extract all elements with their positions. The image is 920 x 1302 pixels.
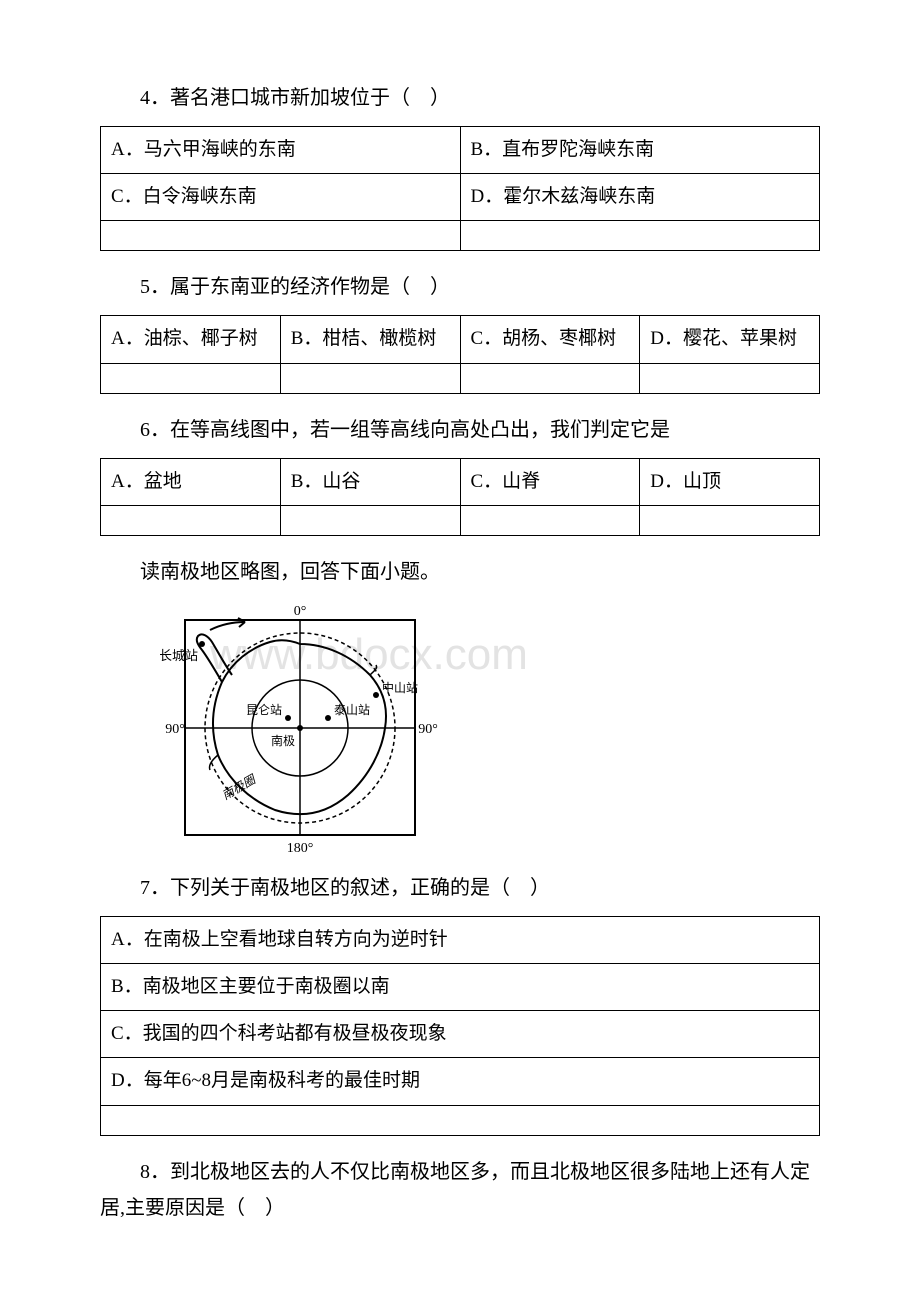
q6-blank-1 [101, 505, 281, 535]
map-label-right: 90° [418, 722, 438, 737]
q6-option-c: C．山脊 [460, 458, 640, 505]
map-label-bottom: 180° [287, 841, 314, 856]
q4-option-a: A．马六甲海峡的东南 [101, 127, 461, 174]
q4-blank-1 [101, 221, 461, 251]
question-6-text: 6．在等高线图中，若一组等高线向高处凸出，我们判定它是 [100, 412, 820, 448]
q7-option-c: C．我国的四个科考站都有极昼极夜现象 [101, 1011, 820, 1058]
map-label-kunlun: 昆仑站 [246, 703, 282, 717]
q5-blank-4 [640, 363, 820, 393]
q5-blank-3 [460, 363, 640, 393]
q7-option-b: B．南极地区主要位于南极圈以南 [101, 963, 820, 1010]
q5-blank-2 [280, 363, 460, 393]
question-5-text: 5．属于东南亚的经济作物是（ ） [100, 269, 820, 305]
q7-blank [101, 1105, 820, 1135]
question-8-text: 8．到北极地区去的人不仅比南极地区多，而且北极地区很多陆地上还有人定居,主要原因… [100, 1154, 820, 1226]
question-4-text: 4．著名港口城市新加坡位于（ ） [100, 80, 820, 116]
q6-blank-4 [640, 505, 820, 535]
q6-option-b: B．山谷 [280, 458, 460, 505]
q6-option-a: A．盆地 [101, 458, 281, 505]
q6-option-d: D．山顶 [640, 458, 820, 505]
map-label-nanji: 南极 [271, 733, 295, 748]
question-6-options-table: A．盆地 B．山谷 C．山脊 D．山顶 [100, 458, 820, 536]
question-5-options-table: A．油棕、椰子树 B．柑桔、橄榄树 C．胡杨、枣椰树 D．樱花、苹果树 [100, 315, 820, 393]
q5-option-d: D．樱花、苹果树 [640, 316, 820, 363]
q5-option-a: A．油棕、椰子树 [101, 316, 281, 363]
question-7-options-table: A．在南极上空看地球自转方向为逆时针 B．南极地区主要位于南极圈以南 C．我国的… [100, 916, 820, 1136]
map-label-taishan: 泰山站 [334, 703, 370, 717]
q4-option-c: C．白令海峡东南 [101, 174, 461, 221]
map-label-changcheng: 长城站 [160, 648, 198, 663]
q7-option-a: A．在南极上空看地球自转方向为逆时针 [101, 916, 820, 963]
q5-option-c: C．胡杨、枣椰树 [460, 316, 640, 363]
antarctic-map-figure: www.bdocx.com 0° 90° 90° 180° 长城站 昆仑站 泰 [160, 600, 460, 860]
map-label-left: 90° [165, 722, 185, 737]
map-label-top: 0° [294, 604, 307, 619]
question-4-options-table: A．马六甲海峡的东南 B．直布罗陀海峡东南 C．白令海峡东南 D．霍尔木兹海峡东… [100, 126, 820, 251]
q7-option-d: D．每年6~8月是南极科考的最佳时期 [101, 1058, 820, 1105]
intro-7-text: 读南极地区略图，回答下面小题。 [100, 554, 820, 590]
q6-blank-3 [460, 505, 640, 535]
q4-option-b: B．直布罗陀海峡东南 [460, 127, 820, 174]
q5-option-b: B．柑桔、橄榄树 [280, 316, 460, 363]
q5-blank-1 [101, 363, 281, 393]
map-label-zhongshan: 中山站 [382, 680, 418, 695]
antarctic-map-svg: 0° 90° 90° 180° 长城站 昆仑站 泰山站 中山站 南极 南极圈 [160, 600, 440, 860]
q4-option-d: D．霍尔木兹海峡东南 [460, 174, 820, 221]
q4-blank-2 [460, 221, 820, 251]
q6-blank-2 [280, 505, 460, 535]
question-7-text: 7．下列关于南极地区的叙述，正确的是（ ） [100, 870, 820, 906]
